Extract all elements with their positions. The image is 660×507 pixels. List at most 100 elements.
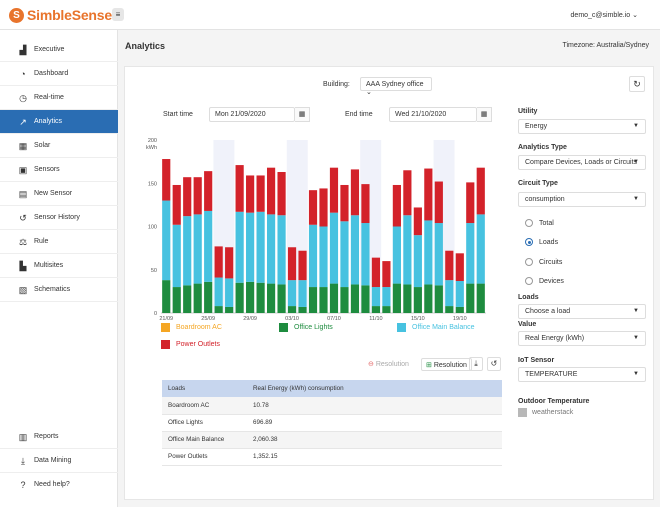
sidebar-item-rule[interactable]: ⚖ Rule <box>0 230 118 254</box>
circuit-type-label: Circuit Type <box>518 180 558 187</box>
brand-logo[interactable]: SimbleSense <box>9 6 112 24</box>
building-select[interactable]: AAA Sydney office ⌄ <box>360 77 432 96</box>
bar-segment <box>424 284 433 313</box>
brand-name: SimbleSense <box>27 7 112 23</box>
bar-segment <box>340 184 349 222</box>
sidebar-item-solar[interactable]: ▦ Solar <box>0 134 118 158</box>
sidebar-item-reports[interactable]: ▥ Reports <box>0 425 118 449</box>
table-header: Loads <box>162 380 247 397</box>
sidebar-item-data-mining[interactable]: ⤓ Data Mining <box>0 449 118 473</box>
bar-segment <box>413 235 422 288</box>
page-title: Analytics <box>125 41 166 51</box>
sidebar-item-label: Multisites <box>34 262 64 269</box>
sidebar-item-label: Need help? <box>34 481 70 488</box>
radio-devices[interactable]: Devices <box>525 277 564 285</box>
bar-segment <box>329 212 339 284</box>
loads-select[interactable]: Choose a load ▼ <box>518 304 646 319</box>
sidebar-item-schematics[interactable]: ▧ Schematics <box>0 278 118 302</box>
analytics-type-value: Compare Devices, Loads or Circuits <box>525 159 638 166</box>
sidebar-item-help[interactable]: ? Need help? <box>0 473 118 497</box>
value-select[interactable]: Real Energy (kWh) ▼ <box>518 331 646 346</box>
sidebar-item-analytics[interactable]: ↗ Analytics <box>0 110 118 134</box>
table-cell: 1,352.15 <box>247 448 502 466</box>
table-row: Boardroom AC 10.78 <box>162 397 502 415</box>
refresh-icon[interactable]: ↻ <box>629 76 645 92</box>
caret-down-icon: ▼ <box>633 335 639 341</box>
x-tick-label: 19/10 <box>453 316 467 320</box>
utility-select[interactable]: Energy ▼ <box>518 119 646 134</box>
sidebar-item-new-sensor[interactable]: ▤ New Sensor <box>0 182 118 206</box>
sidebar: ▟ Executive ◔ Dashboard ◷ Real-time ↗ Analyt… <box>0 30 118 507</box>
caret-down-icon: ▼ <box>633 308 639 314</box>
calendar-icon[interactable]: ▦ <box>295 107 310 122</box>
value-value: Real Energy (kWh) <box>525 335 585 342</box>
bar-segment <box>371 306 381 313</box>
legend-item[interactable]: Power Outlets <box>161 340 220 349</box>
iot-sensor-select[interactable]: TEMPERATURE ▼ <box>518 367 646 382</box>
start-time-label: Start time <box>163 111 193 118</box>
table-cell: 696.89 <box>247 414 502 432</box>
reset-icon[interactable]: ↺ <box>487 357 501 371</box>
bar-segment <box>308 190 318 225</box>
table-cell: Office Main Balance <box>162 431 247 449</box>
bar-chart-icon: ▟ <box>19 45 27 55</box>
download-icon[interactable]: ⤓ <box>469 357 483 371</box>
legend-item[interactable]: Office Lights <box>279 323 333 332</box>
sidebar-item-executive[interactable]: ▟ Executive <box>0 38 118 62</box>
bar-segment <box>319 188 328 227</box>
resolution-increase-button[interactable]: ⊞ Resolution <box>421 358 472 371</box>
chevron-down-icon: ⌄ <box>366 89 372 96</box>
bar-segment <box>256 175 265 212</box>
radio-total[interactable]: Total <box>525 219 554 227</box>
legend-item[interactable]: Office Main Balance <box>397 323 475 332</box>
end-time-label: End time <box>345 111 373 118</box>
user-menu[interactable]: demo_c@simble.io ⌄ <box>571 11 638 19</box>
sidebar-item-label: New Sensor <box>34 190 73 197</box>
sidebar-item-label: Schematics <box>34 286 71 293</box>
bar-segment <box>298 250 307 281</box>
sidebar-item-sensors[interactable]: ▣ Sensors <box>0 158 118 182</box>
calendar-icon[interactable]: ▦ <box>477 107 492 122</box>
bar-segment <box>235 282 244 313</box>
resolution-label: Resolution <box>375 361 409 368</box>
sidebar-item-dashboard[interactable]: ◔ Dashboard <box>0 62 118 86</box>
end-time-input[interactable]: Wed 21/10/2020 <box>389 107 477 122</box>
table-cell: Boardroom AC <box>162 397 247 415</box>
weatherstack-toggle[interactable]: weatherstack <box>518 408 573 417</box>
bar-segment <box>382 306 391 313</box>
gavel-icon: ⚖ <box>18 237 28 247</box>
circuit-type-value: consumption <box>525 196 565 203</box>
bar-segment <box>445 250 454 281</box>
legend-item[interactable]: Boardroom AC <box>161 323 222 332</box>
radio-loads[interactable]: Loads <box>525 238 558 246</box>
bar-segment <box>392 283 401 313</box>
sidebar-item-real-time[interactable]: ◷ Real-time <box>0 86 118 110</box>
circuit-type-select[interactable]: consumption ▼ <box>518 192 646 207</box>
radio-circuits[interactable]: Circuits <box>525 258 562 266</box>
bar-segment <box>319 287 328 313</box>
hamburger-menu-icon[interactable]: ≡ <box>112 8 124 21</box>
analytics-type-select[interactable]: Compare Devices, Loads or Circuits ▼ <box>518 155 646 170</box>
minus-circle-icon: ⊖ <box>368 361 374 368</box>
bar-segment <box>445 306 454 313</box>
bar-segment <box>225 278 234 307</box>
resolution-decrease-button[interactable]: ⊖ Resolution <box>368 358 409 371</box>
bar-segment <box>162 280 171 313</box>
sidebar-item-label: Real-time <box>34 94 64 101</box>
bar-segment <box>204 171 213 211</box>
bar-segment <box>371 287 381 307</box>
bar-segment <box>204 210 213 282</box>
sidebar-item-multisites[interactable]: ▙ Multisites <box>0 254 118 278</box>
y-tick-label: 150 <box>148 181 157 187</box>
bar-segment <box>214 306 223 313</box>
bar-segment <box>287 247 297 281</box>
sidebar-item-sensor-history[interactable]: ↺ Sensor History <box>0 206 118 230</box>
bar-segment <box>266 214 276 284</box>
caret-down-icon: ▼ <box>633 123 639 129</box>
bar-segment <box>476 167 485 215</box>
start-time-input[interactable]: Mon 21/09/2020 <box>209 107 295 122</box>
bar-segment <box>350 215 360 285</box>
weatherstack-label: weatherstack <box>532 409 574 416</box>
bar-segment <box>183 216 192 286</box>
x-tick-label: 11/10 <box>369 316 382 320</box>
